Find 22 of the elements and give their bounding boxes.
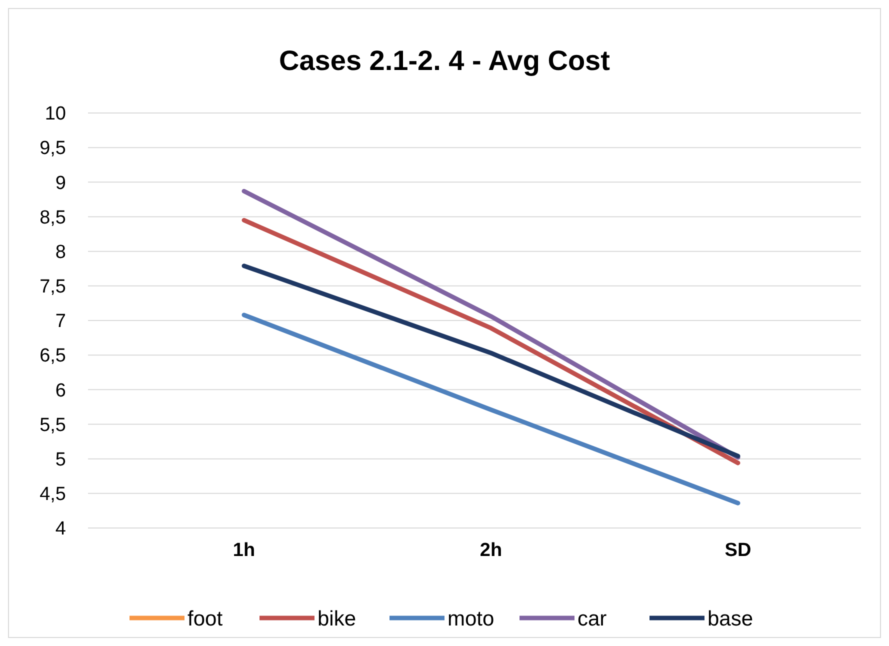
- y-tick-label: 6: [55, 380, 66, 402]
- y-tick-label: 9: [55, 172, 66, 194]
- y-tick-label: 8: [55, 242, 66, 263]
- y-tick-label: 6,5: [40, 346, 66, 367]
- y-tick-label: 10: [44, 104, 66, 125]
- y-tick-label: 4: [55, 518, 66, 540]
- x-tick-label: 2h: [480, 540, 502, 561]
- chart-title: Cases 2.1-2. 4 - Avg Cost: [279, 45, 610, 76]
- y-tick-label: 8,5: [40, 207, 66, 228]
- y-tick-label: 7: [55, 311, 66, 332]
- y-tick-label: 5,5: [40, 414, 66, 436]
- x-tick-label: SD: [724, 540, 752, 561]
- x-tick-label: 1h: [232, 540, 256, 561]
- y-tick-label: 4,5: [40, 484, 66, 506]
- y-tick-label: 9,5: [40, 138, 66, 160]
- legend-label: moto: [448, 607, 494, 630]
- legend-label: foot: [188, 607, 223, 630]
- legend-label: base: [708, 607, 754, 630]
- y-tick-label: 7,5: [40, 276, 66, 298]
- legend-label: car: [578, 607, 607, 630]
- y-tick-label: 5: [55, 449, 66, 470]
- legend-label: bike: [318, 607, 356, 630]
